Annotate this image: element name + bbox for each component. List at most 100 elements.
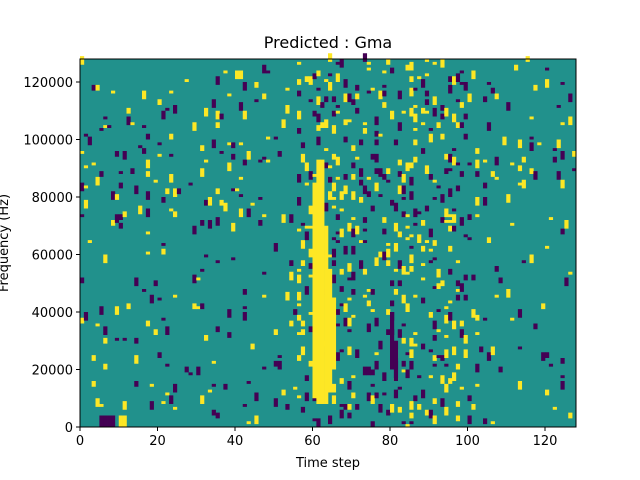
heatmap-cell bbox=[440, 280, 445, 287]
heatmap-cell bbox=[359, 240, 364, 243]
heatmap-cell bbox=[331, 395, 337, 404]
heatmap-cell bbox=[83, 133, 89, 137]
heatmap-cell bbox=[118, 214, 123, 220]
heatmap-cell bbox=[355, 349, 360, 358]
heatmap-cell bbox=[362, 53, 368, 62]
heatmap-cell bbox=[347, 346, 352, 356]
heatmap-cell bbox=[308, 76, 313, 85]
heatmap-cell bbox=[529, 254, 534, 264]
heatmap-cell bbox=[483, 96, 488, 103]
heatmap-cell bbox=[556, 139, 561, 149]
heatmap-cell bbox=[405, 162, 410, 172]
heatmap-cell bbox=[312, 174, 317, 177]
heatmap-cell bbox=[355, 93, 360, 100]
heatmap-cell bbox=[339, 404, 344, 407]
heatmap-cell bbox=[161, 248, 166, 255]
heatmap-cell bbox=[397, 159, 402, 166]
heatmap-cell bbox=[161, 317, 166, 321]
heatmap-cell bbox=[448, 378, 453, 384]
heatmap-cell bbox=[258, 197, 263, 200]
heatmap-cell bbox=[316, 418, 321, 427]
heatmap-cell bbox=[455, 280, 461, 287]
heatmap-cell bbox=[405, 303, 410, 312]
heatmap-cell bbox=[529, 168, 534, 174]
heatmap-cell bbox=[440, 355, 445, 361]
heatmap-cell bbox=[494, 156, 499, 166]
heatmap-cell bbox=[572, 151, 577, 157]
heatmap-cell bbox=[436, 283, 441, 289]
heatmap-cell bbox=[390, 300, 395, 307]
heatmap-cell bbox=[173, 211, 178, 218]
heatmap-cell bbox=[366, 61, 371, 65]
heatmap-cell bbox=[413, 343, 418, 347]
heatmap-cell bbox=[300, 240, 306, 249]
heatmap-cell bbox=[331, 182, 337, 192]
heatmap-cell bbox=[517, 165, 523, 172]
heatmap-cell bbox=[308, 171, 313, 180]
heatmap-cell bbox=[424, 409, 430, 416]
x-tick-label: 100 bbox=[455, 434, 480, 449]
y-tick-label: 40000 bbox=[32, 306, 73, 321]
heatmap-cell bbox=[308, 99, 313, 103]
heatmap-cell bbox=[475, 314, 480, 321]
heatmap-cell bbox=[273, 243, 278, 252]
heatmap-cell bbox=[297, 110, 302, 120]
heatmap-cell bbox=[417, 404, 422, 410]
heatmap-cell bbox=[386, 409, 391, 416]
heatmap-cell bbox=[200, 268, 205, 272]
heatmap-cell bbox=[351, 392, 356, 399]
heatmap-cell bbox=[242, 110, 247, 120]
heatmap-cell bbox=[452, 320, 457, 330]
heatmap-cell bbox=[444, 208, 449, 218]
heatmap-cell bbox=[200, 220, 205, 226]
heatmap-cell bbox=[80, 151, 85, 154]
heatmap-cell bbox=[161, 243, 166, 246]
heatmap-cell bbox=[262, 64, 267, 74]
y-tick-label: 0 bbox=[65, 421, 73, 436]
heatmap-cell bbox=[335, 61, 340, 65]
heatmap-cell bbox=[405, 237, 410, 241]
heatmap-cell bbox=[401, 421, 406, 425]
heatmap-cell bbox=[393, 202, 399, 212]
heatmap-cell bbox=[161, 110, 166, 120]
heatmap-cell bbox=[386, 179, 391, 183]
heatmap-cell bbox=[215, 110, 220, 120]
heatmap-cell bbox=[440, 398, 445, 407]
heatmap-cell bbox=[114, 151, 120, 157]
heatmap-cell bbox=[277, 151, 282, 157]
heatmap-cell bbox=[432, 335, 437, 341]
heatmap-cell bbox=[343, 185, 348, 195]
heatmap-cell bbox=[362, 128, 368, 134]
heatmap-cell bbox=[169, 90, 174, 94]
heatmap-cell bbox=[114, 306, 120, 315]
heatmap-cell bbox=[300, 260, 306, 266]
heatmap-cell bbox=[436, 329, 441, 333]
heatmap-cell bbox=[157, 153, 162, 157]
heatmap-cell bbox=[114, 337, 120, 341]
heatmap-cell bbox=[413, 156, 418, 163]
heatmap-cell bbox=[494, 176, 499, 180]
heatmap-cell bbox=[382, 372, 387, 381]
heatmap-cell bbox=[459, 283, 464, 292]
heatmap-cell bbox=[409, 87, 414, 97]
heatmap-cell bbox=[312, 110, 317, 117]
heatmap-cell bbox=[347, 93, 352, 103]
heatmap-cell bbox=[564, 220, 569, 229]
heatmap-cell bbox=[409, 412, 414, 419]
heatmap-cell bbox=[343, 317, 348, 327]
heatmap-cell bbox=[409, 401, 414, 410]
heatmap-cell bbox=[351, 162, 356, 169]
heatmap-cell bbox=[545, 245, 550, 249]
heatmap-cell bbox=[366, 90, 371, 94]
heatmap-cell bbox=[355, 84, 360, 91]
heatmap-cell bbox=[448, 225, 453, 232]
heatmap-cell bbox=[397, 260, 402, 269]
heatmap-cell bbox=[568, 116, 573, 126]
heatmap-cell bbox=[215, 188, 220, 195]
heatmap-cell bbox=[324, 79, 329, 82]
heatmap-cell bbox=[351, 191, 356, 200]
heatmap-cell bbox=[157, 352, 162, 358]
heatmap-cell bbox=[552, 148, 557, 151]
heatmap-cell bbox=[300, 222, 306, 226]
heatmap-cell bbox=[401, 294, 406, 304]
